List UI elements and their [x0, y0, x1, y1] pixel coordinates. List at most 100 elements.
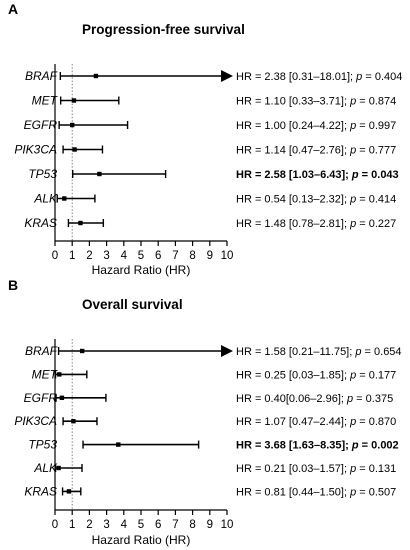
- hr-ci-text: HR = 0.40[0.06–2.96];: [236, 393, 347, 405]
- hr-point: [71, 98, 77, 103]
- p-value-text: = 0.997: [356, 120, 396, 132]
- x-tick-label: 7: [172, 519, 178, 531]
- hr-ci-text: HR = 3.68 [1.63–8.35];: [236, 440, 352, 452]
- p-value-text: = 0.002: [359, 440, 399, 452]
- hr-ci-text: HR = 2.58 [1.03–6.43];: [236, 169, 352, 181]
- hr-ci-text: HR = 1.58 [0.21–11.75];: [236, 346, 355, 358]
- gene-label: EGFR: [24, 391, 58, 405]
- ci-arrow-head: [221, 70, 233, 82]
- gene-label: KRAS: [24, 216, 57, 230]
- hr-annotation: HR = 3.68 [1.63–8.35]; p = 0.002: [236, 440, 399, 452]
- panel-title: Progression-free survival: [82, 22, 245, 37]
- p-value-text: = 0.870: [356, 416, 396, 428]
- hr-point: [62, 196, 67, 201]
- p-symbol: p: [349, 369, 356, 381]
- hr-ci-text: HR = 0.21 [0.03–1.57];: [236, 463, 350, 475]
- hr-ci-text: HR = 1.48 [0.78–2.81];: [236, 218, 350, 230]
- hr-annotation: HR = 0.40[0.06–2.96]; p = 0.375: [236, 393, 393, 405]
- hr-point: [93, 73, 99, 79]
- x-axis-title: Hazard Ratio (HR): [92, 263, 191, 277]
- p-value-text: = 0.777: [356, 145, 396, 157]
- hr-ci-text: HR = 1.07 [0.47–2.44];: [236, 416, 350, 428]
- p-value-text: = 0.507: [356, 486, 396, 498]
- gene-label: MET: [32, 367, 59, 381]
- p-value-text: = 0.414: [356, 194, 396, 206]
- x-tick-label: 10: [221, 519, 234, 531]
- p-value-text: = 0.654: [361, 346, 401, 358]
- p-value-text: = 0.131: [356, 463, 396, 475]
- hr-annotation: HR = 1.00 [0.24–4.22]; p = 0.997: [236, 120, 396, 132]
- p-symbol: p: [351, 440, 359, 452]
- hr-ci-text: HR = 0.25 [0.03–1.85];: [236, 369, 350, 381]
- hr-annotation: HR = 1.10 [0.33–3.71]; p = 0.874: [236, 96, 396, 108]
- hr-annotation: HR = 2.58 [1.03–6.43]; p = 0.043: [236, 169, 399, 181]
- gene-label: PIK3CA: [14, 414, 57, 428]
- gene-label: ALK: [33, 192, 58, 206]
- hr-annotation: HR = 0.54 [0.13–2.32]; p = 0.414: [236, 194, 396, 206]
- gene-label: MET: [32, 94, 59, 108]
- panel-title: Overall survival: [82, 297, 183, 312]
- p-symbol: p: [349, 416, 356, 428]
- gene-label: TP53: [28, 438, 57, 452]
- x-tick-label: 0: [52, 519, 58, 531]
- hr-ci-text: HR = 0.81 [0.44–1.50];: [236, 486, 350, 498]
- x-tick-label: 3: [103, 250, 109, 262]
- p-symbol: p: [349, 463, 356, 475]
- gene-label: BRAF: [25, 344, 58, 358]
- hr-ci-text: HR = 1.00 [0.24–4.22];: [236, 120, 350, 132]
- hr-point: [66, 489, 72, 494]
- p-value-text: = 0.177: [356, 369, 396, 381]
- p-symbol: p: [346, 393, 353, 405]
- hr-annotation: HR = 1.14 [0.47–2.76]; p = 0.777: [236, 145, 396, 157]
- hr-ci-text: HR = 0.54 [0.13–2.32];: [236, 194, 350, 206]
- hr-point: [79, 348, 85, 354]
- p-value-text: = 0.874: [356, 96, 396, 108]
- x-tick-label: 4: [121, 250, 128, 262]
- x-tick-label: 2: [86, 250, 92, 262]
- x-tick-label: 1: [69, 519, 75, 531]
- hr-ci-text: HR = 1.10 [0.33–3.71];: [236, 96, 350, 108]
- gene-label: KRAS: [24, 484, 57, 498]
- forest-panel-b: B Overall survival BRAF HR = 1.58 [0.21–11.…: [8, 277, 402, 547]
- forest-panel-a: A Progression-free survival BRAF HR = 2.38 …: [8, 1, 402, 277]
- hr-point: [97, 171, 102, 177]
- hr-point: [78, 220, 83, 226]
- x-tick-label: 5: [138, 250, 144, 262]
- p-value-text: = 0.227: [356, 218, 396, 230]
- p-symbol: p: [349, 120, 356, 132]
- hr-point: [70, 122, 75, 128]
- hr-point: [56, 465, 61, 471]
- hr-annotation: HR = 2.38 [0.31–18.01]; p = 0.404: [236, 71, 402, 83]
- p-symbol: p: [354, 346, 361, 358]
- p-symbol: p: [349, 194, 356, 206]
- x-tick-label: 10: [221, 250, 234, 262]
- x-tick-label: 1: [69, 250, 75, 262]
- p-value-text: = 0.375: [353, 393, 393, 405]
- ci-arrow-head: [221, 345, 233, 357]
- hr-point: [116, 442, 121, 447]
- x-tick-label: 8: [189, 519, 195, 531]
- panel-letter: B: [8, 277, 18, 293]
- hr-annotation: HR = 0.25 [0.03–1.85]; p = 0.177: [236, 369, 396, 381]
- x-tick-label: 7: [172, 250, 178, 262]
- p-value-text: = 0.043: [359, 169, 399, 181]
- x-tick-label: 2: [86, 519, 92, 531]
- panel-letter: A: [8, 1, 18, 17]
- x-tick-label: 6: [155, 250, 161, 262]
- hr-annotation: HR = 1.58 [0.21–11.75]; p = 0.654: [236, 346, 402, 358]
- x-tick-label: 3: [103, 519, 109, 531]
- x-tick-label: 6: [155, 519, 161, 531]
- x-tick-label: 0: [52, 250, 58, 262]
- hr-point: [72, 147, 77, 152]
- p-symbol: p: [349, 96, 356, 108]
- hr-ci-text: HR = 1.14 [0.47–2.76];: [236, 145, 350, 157]
- p-symbol: p: [349, 218, 356, 230]
- hr-annotation: HR = 1.07 [0.47–2.44]; p = 0.870: [236, 416, 396, 428]
- hr-point: [57, 372, 62, 377]
- x-tick-label: 9: [207, 250, 213, 262]
- gene-label: BRAF: [25, 69, 58, 83]
- hr-point: [59, 395, 65, 400]
- p-symbol: p: [355, 71, 362, 83]
- x-tick-label: 8: [189, 250, 195, 262]
